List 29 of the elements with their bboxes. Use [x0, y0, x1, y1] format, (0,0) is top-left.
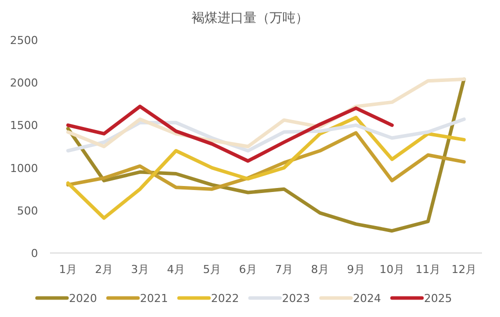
- x-tick-label: 5月: [203, 263, 221, 276]
- legend-label: 2022: [211, 292, 239, 305]
- line-series: [66, 77, 466, 233]
- x-tick-label: 12月: [452, 263, 476, 276]
- legend-label: 2023: [282, 292, 310, 305]
- y-tick-label: 500: [17, 204, 38, 218]
- line-series: [66, 131, 466, 191]
- y-tick-label: 0: [31, 247, 38, 260]
- y-tick-label: 1500: [10, 119, 38, 132]
- y-tick-label: 2000: [10, 76, 38, 90]
- x-tick-label: 4月: [167, 263, 185, 276]
- line-series: [66, 104, 394, 163]
- x-tick-label: 9月: [347, 263, 365, 276]
- legend-label: 2020: [69, 292, 97, 305]
- legend-label: 2024: [353, 292, 381, 305]
- x-tick-label: 3月: [131, 263, 149, 276]
- x-tick-label: 11月: [416, 263, 440, 276]
- chart-title: 褐煤进口量（万吨）: [192, 11, 308, 26]
- y-tick-label: 1000: [10, 162, 38, 175]
- line-series: [66, 116, 466, 220]
- x-tick-label: 1月: [59, 263, 77, 276]
- y-tick-label: 2500: [10, 34, 38, 47]
- x-tick-label: 10月: [380, 263, 404, 276]
- x-tick-label: 2月: [95, 263, 113, 276]
- legend-label: 2021: [140, 292, 168, 305]
- x-tick-label: 8月: [311, 263, 329, 276]
- legend-label: 2025: [424, 292, 452, 305]
- x-tick-label: 6月: [239, 263, 257, 276]
- x-tick-label: 7月: [275, 263, 293, 276]
